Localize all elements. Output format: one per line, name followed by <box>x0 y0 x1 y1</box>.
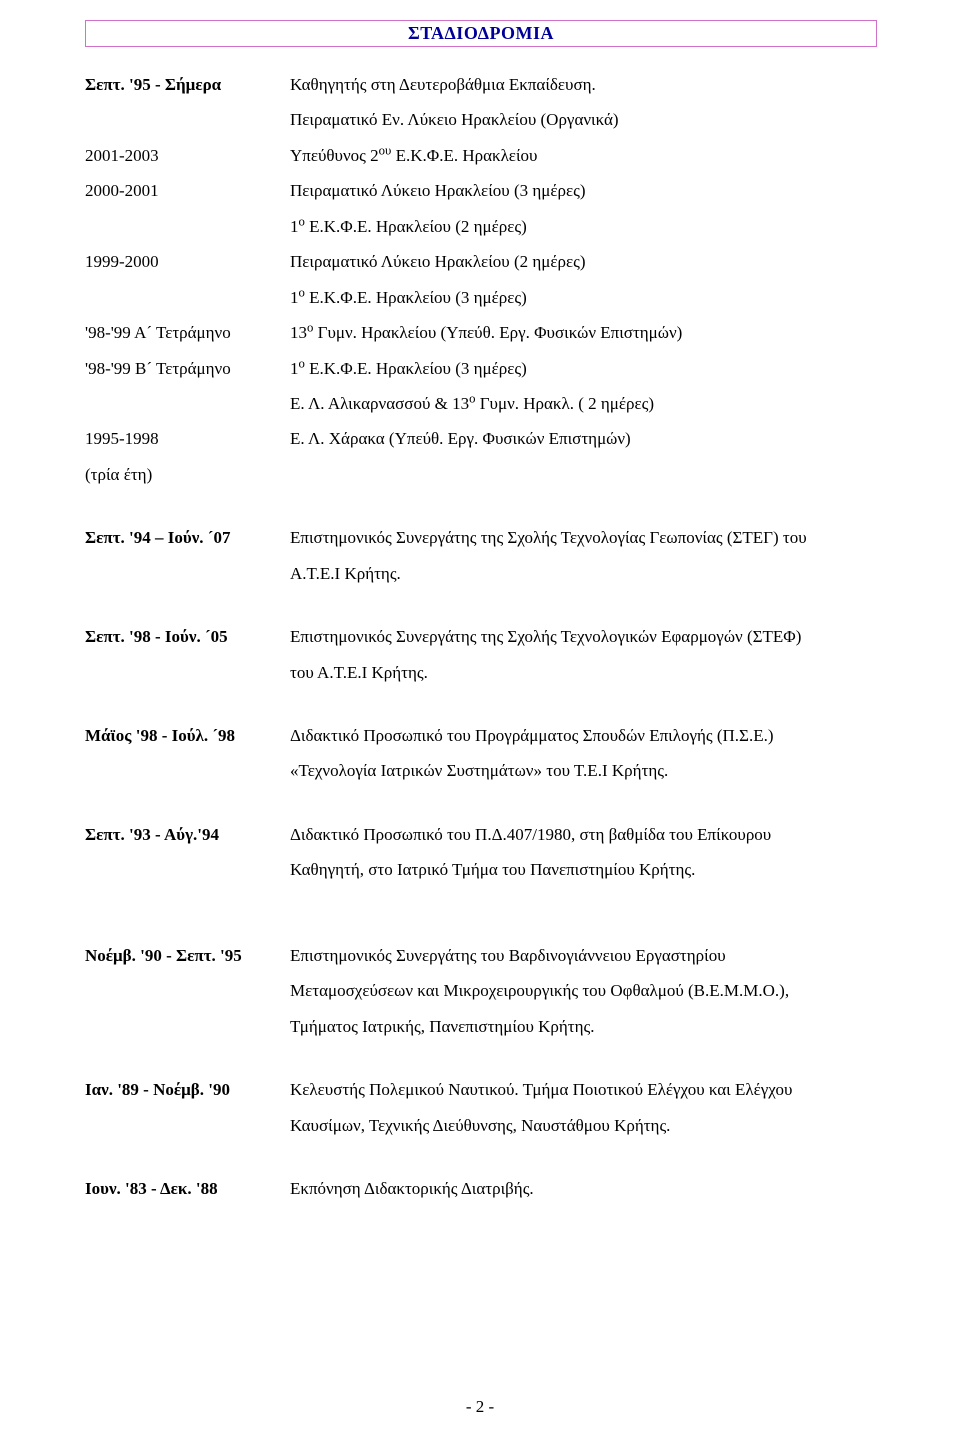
spacer <box>85 593 875 621</box>
career-period: Σεπτ. '95 - Σήμερα <box>85 69 290 100</box>
entry-desc: Α.Τ.Ε.Ι Κρήτης. <box>290 558 875 589</box>
entry-row: Νοέμβ. '90 - Σεπτ. '95Επιστημονικός Συνε… <box>85 940 875 971</box>
entry-desc: Επιστημονικός Συνεργάτης της Σχολής Τεχν… <box>290 522 875 553</box>
career-desc <box>290 459 875 490</box>
entry-period: Ιουν. '83 - Δεκ. '88 <box>85 1173 290 1204</box>
entry-period: Σεπτ. '98 - Ιούν. ´05 <box>85 621 290 652</box>
career-period <box>85 104 290 135</box>
entry-desc: «Τεχνολογία Ιατρικών Συστημάτων» του Τ.Ε… <box>290 755 875 786</box>
spacer <box>85 1046 875 1074</box>
career-desc: 1ο Ε.Κ.Φ.Ε. Ηρακλείου (2 ημέρες) <box>290 211 875 242</box>
entry-desc: Καθηγητή, στο Ιατρικό Τμήμα του Πανεπιστ… <box>290 854 875 885</box>
career-row: Πειραματικό Εν. Λύκειο Ηρακλείου (Οργανι… <box>85 104 875 135</box>
career-period <box>85 388 290 419</box>
entry-desc: Διδακτικό Προσωπικό του Προγράμματος Σπο… <box>290 720 875 751</box>
career-period: 2001-2003 <box>85 140 290 171</box>
career-period: (τρία έτη) <box>85 459 290 490</box>
entry-row: Σεπτ. '98 - Ιούν. ´05Επιστημονικός Συνερ… <box>85 621 875 652</box>
entry-desc: Διδακτικό Προσωπικό του Π.Δ.407/1980, στ… <box>290 819 875 850</box>
spacer <box>85 1145 875 1173</box>
career-period: 1995-1998 <box>85 423 290 454</box>
entry-row: Α.Τ.Ε.Ι Κρήτης. <box>85 558 875 589</box>
section-heading-box: ΣΤΑΔΙΟΔΡΟΜΙΑ <box>85 20 877 47</box>
career-desc: 1ο Ε.Κ.Φ.Ε. Ηρακλείου (3 ημέρες) <box>290 282 875 313</box>
career-row: '98-'99 Β´ Τετράμηνο1ο Ε.Κ.Φ.Ε. Ηρακλείο… <box>85 353 875 384</box>
page: ΣΤΑΔΙΟΔΡΟΜΙΑ Σεπτ. '95 - ΣήμεραΚαθηγητής… <box>0 0 960 1443</box>
entry-row: Ιουν. '83 - Δεκ. '88Εκπόνηση Διδακτορική… <box>85 1173 875 1204</box>
entry-period <box>85 657 290 688</box>
entry-desc: Μεταμοσχεύσεων και Μικροχειρουργικής του… <box>290 975 875 1006</box>
career-row: Ε. Λ. Αλικαρνασσού & 13ο Γυμν. Ηρακλ. ( … <box>85 388 875 419</box>
entry-period <box>85 1011 290 1042</box>
career-row: 1995-1998Ε. Λ. Χάρακα (Υπεύθ. Εργ. Φυσικ… <box>85 423 875 454</box>
entry-row: Σεπτ. '94 – Ιούν. ´07Επιστημονικός Συνερ… <box>85 522 875 553</box>
entry-period <box>85 558 290 589</box>
entry-desc: Τμήματος Ιατρικής, Πανεπιστημίου Κρήτης. <box>290 1011 875 1042</box>
entry-desc: Εκπόνηση Διδακτορικής Διατριβής. <box>290 1173 875 1204</box>
entry-row: Καυσίμων, Τεχνικής Διεύθυνσης, Ναυστάθμο… <box>85 1110 875 1141</box>
entry-row: Τμήματος Ιατρικής, Πανεπιστημίου Κρήτης. <box>85 1011 875 1042</box>
spacer <box>85 1208 875 1236</box>
entry-period <box>85 1110 290 1141</box>
entries-list: Σεπτ. '94 – Ιούν. ´07Επιστημονικός Συνερ… <box>85 522 875 1236</box>
entry-period: Μάϊος '98 - Ιούλ. ´98 <box>85 720 290 751</box>
career-desc: Υπεύθυνος 2ου Ε.Κ.Φ.Ε. Ηρακλείου <box>290 140 875 171</box>
career-desc: 13ο Γυμν. Ηρακλείου (Υπεύθ. Εργ. Φυσικών… <box>290 317 875 348</box>
entry-row: του Α.Τ.Ε.Ι Κρήτης. <box>85 657 875 688</box>
entry-row: «Τεχνολογία Ιατρικών Συστημάτων» του Τ.Ε… <box>85 755 875 786</box>
entry-period: Νοέμβ. '90 - Σεπτ. '95 <box>85 940 290 971</box>
spacer <box>85 791 875 819</box>
entry-period <box>85 755 290 786</box>
spacer <box>85 692 875 720</box>
career-row: Σεπτ. '95 - ΣήμεραΚαθηγητής στη Δευτεροβ… <box>85 69 875 100</box>
career-row: 1999-2000Πειραματικό Λύκειο Ηρακλείου (2… <box>85 246 875 277</box>
entry-desc: Κελευστής Πολεμικού Ναυτικού. Τμήμα Ποιο… <box>290 1074 875 1105</box>
entry-desc: Καυσίμων, Τεχνικής Διεύθυνσης, Ναυστάθμο… <box>290 1110 875 1141</box>
career-desc: Ε. Λ. Χάρακα (Υπεύθ. Εργ. Φυσικών Επιστη… <box>290 423 875 454</box>
career-desc: Καθηγητής στη Δευτεροβάθμια Εκπαίδευση. <box>290 69 875 100</box>
entry-row: Ιαν. '89 - Νοέμβ. '90Κελευστής Πολεμικού… <box>85 1074 875 1105</box>
entry-period: Σεπτ. '94 – Ιούν. ´07 <box>85 522 290 553</box>
entry-period: Ιαν. '89 - Νοέμβ. '90 <box>85 1074 290 1105</box>
career-period: 1999-2000 <box>85 246 290 277</box>
entry-desc: του Α.Τ.Ε.Ι Κρήτης. <box>290 657 875 688</box>
career-desc: Πειραματικό Εν. Λύκειο Ηρακλείου (Οργανι… <box>290 104 875 135</box>
career-period: '98-'99 Β´ Τετράμηνο <box>85 353 290 384</box>
career-desc: 1ο Ε.Κ.Φ.Ε. Ηρακλείου (3 ημέρες) <box>290 353 875 384</box>
entry-row: Μεταμοσχεύσεων και Μικροχειρουργικής του… <box>85 975 875 1006</box>
entry-row: Καθηγητή, στο Ιατρικό Τμήμα του Πανεπιστ… <box>85 854 875 885</box>
entry-desc: Επιστημονικός Συνεργάτης της Σχολής Τεχν… <box>290 621 875 652</box>
career-list: Σεπτ. '95 - ΣήμεραΚαθηγητής στη Δευτεροβ… <box>85 69 875 490</box>
entry-period: Σεπτ. '93 - Αύγ.'94 <box>85 819 290 850</box>
career-row: 1ο Ε.Κ.Φ.Ε. Ηρακλείου (2 ημέρες) <box>85 211 875 242</box>
entry-desc: Επιστημονικός Συνεργάτης του Βαρδινογιάν… <box>290 940 875 971</box>
section-heading: ΣΤΑΔΙΟΔΡΟΜΙΑ <box>408 23 554 43</box>
entry-row: Μάϊος '98 - Ιούλ. ´98Διδακτικό Προσωπικό… <box>85 720 875 751</box>
career-period: '98-'99 Α´ Τετράμηνο <box>85 317 290 348</box>
spacer <box>85 890 875 940</box>
career-row: 2001-2003Υπεύθυνος 2ου Ε.Κ.Φ.Ε. Ηρακλείο… <box>85 140 875 171</box>
entry-period <box>85 854 290 885</box>
career-desc: Πειραματικό Λύκειο Ηρακλείου (3 ημέρες) <box>290 175 875 206</box>
career-row: (τρία έτη) <box>85 459 875 490</box>
entry-period <box>85 975 290 1006</box>
career-desc: Πειραματικό Λύκειο Ηρακλείου (2 ημέρες) <box>290 246 875 277</box>
career-period <box>85 211 290 242</box>
career-period: 2000-2001 <box>85 175 290 206</box>
career-desc: Ε. Λ. Αλικαρνασσού & 13ο Γυμν. Ηρακλ. ( … <box>290 388 875 419</box>
career-period <box>85 282 290 313</box>
career-row: '98-'99 Α´ Τετράμηνο13ο Γυμν. Ηρακλείου … <box>85 317 875 348</box>
career-row: 1ο Ε.Κ.Φ.Ε. Ηρακλείου (3 ημέρες) <box>85 282 875 313</box>
entry-row: Σεπτ. '93 - Αύγ.'94Διδακτικό Προσωπικό τ… <box>85 819 875 850</box>
page-number: - 2 - <box>0 1397 960 1417</box>
career-row: 2000-2001Πειραματικό Λύκειο Ηρακλείου (3… <box>85 175 875 206</box>
